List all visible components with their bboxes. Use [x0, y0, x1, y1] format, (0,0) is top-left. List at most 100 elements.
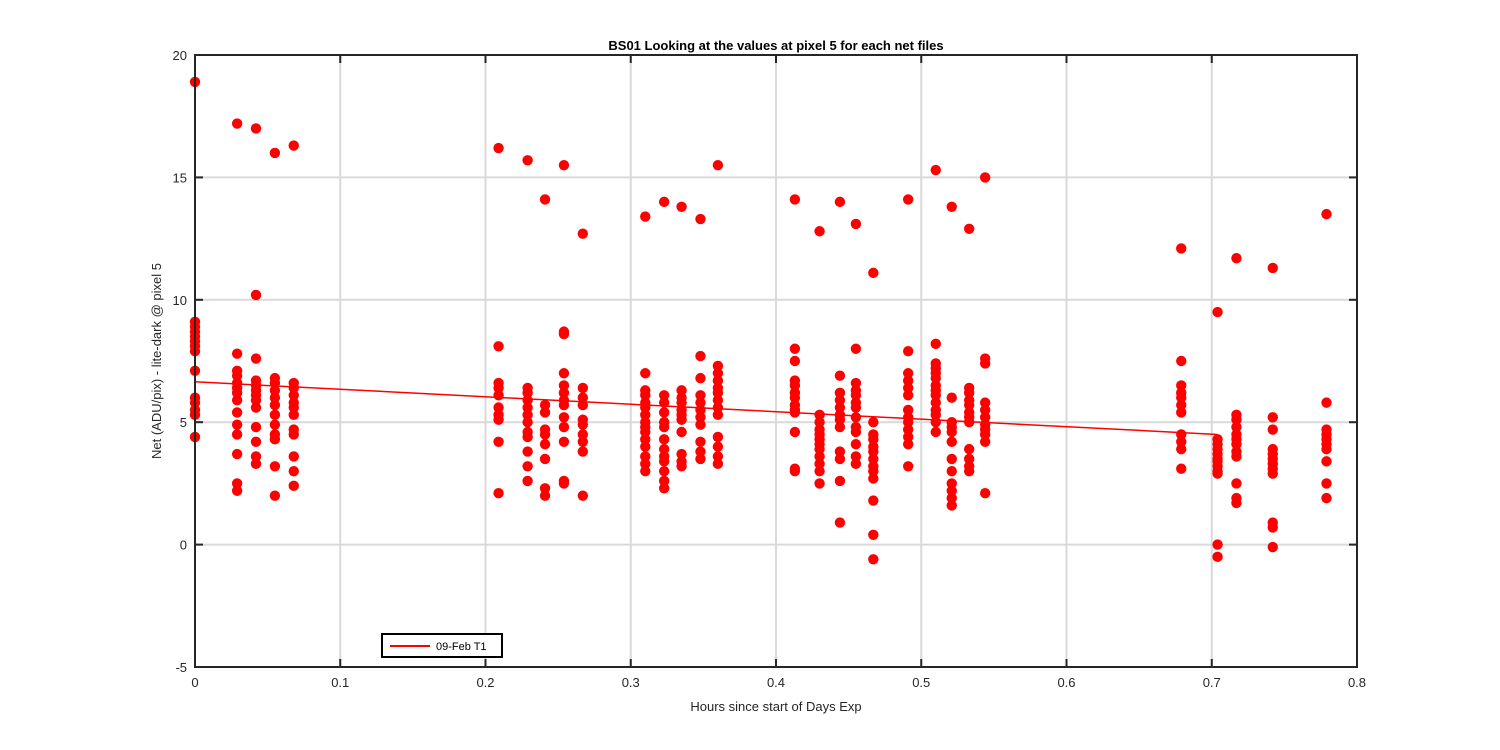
data-point	[269, 385, 281, 396]
data-point	[963, 443, 975, 455]
data-point	[979, 172, 991, 183]
data-point	[250, 353, 262, 364]
data-point	[946, 453, 957, 465]
data-point	[902, 375, 914, 386]
x-tick-label: 0.1	[331, 675, 349, 690]
data-point	[789, 380, 801, 391]
data-point	[558, 436, 570, 447]
data-point	[288, 465, 299, 477]
data-point	[1321, 397, 1332, 408]
data-point	[946, 436, 957, 447]
data-point	[712, 431, 724, 443]
data-point	[814, 478, 825, 489]
data-point	[946, 478, 957, 489]
data-point	[850, 412, 862, 423]
data-point	[231, 419, 243, 430]
data-point	[834, 387, 846, 399]
data-point	[640, 368, 651, 379]
data-point	[640, 441, 651, 452]
data-point	[850, 439, 862, 450]
data-point	[930, 164, 941, 176]
data-point	[1176, 463, 1187, 474]
data-point	[231, 407, 243, 418]
data-point	[539, 490, 551, 501]
data-point	[930, 390, 941, 401]
data-point	[250, 458, 262, 470]
data-point	[1267, 412, 1278, 423]
data-point	[288, 140, 299, 151]
data-point	[902, 382, 914, 394]
data-point	[539, 407, 551, 418]
data-point	[814, 465, 825, 477]
x-tick-label: 0.2	[476, 675, 494, 690]
data-point	[1267, 541, 1278, 553]
data-point	[1176, 243, 1187, 254]
data-point	[1321, 456, 1332, 467]
data-point	[658, 407, 670, 418]
x-tick-label: 0.5	[912, 675, 930, 690]
data-point	[493, 487, 504, 499]
data-point	[288, 390, 299, 401]
data-point	[522, 417, 533, 428]
data-point	[269, 392, 281, 403]
data-point	[850, 377, 862, 389]
data-point	[946, 201, 957, 212]
data-point	[288, 409, 299, 421]
data-point	[695, 436, 706, 447]
data-point	[1212, 306, 1223, 318]
data-point	[902, 194, 914, 205]
data-point	[712, 451, 724, 462]
data-point	[493, 402, 504, 413]
x-tick-label: 0.7	[1203, 675, 1221, 690]
data-point	[695, 412, 706, 423]
data-point	[493, 142, 504, 154]
data-point	[1176, 443, 1187, 455]
data-point	[789, 392, 801, 403]
y-tick-label: 5	[180, 415, 187, 430]
data-point	[963, 223, 975, 235]
data-point	[522, 409, 533, 421]
data-point	[522, 475, 533, 487]
grid-lines	[195, 55, 1357, 667]
data-point	[979, 487, 991, 499]
data-point	[676, 461, 687, 472]
data-point	[577, 392, 589, 403]
data-point	[868, 267, 879, 279]
data-point	[493, 414, 504, 425]
y-tick-label: 15	[173, 170, 187, 185]
data-point	[658, 390, 670, 401]
data-point	[868, 446, 879, 457]
data-point	[712, 375, 724, 386]
data-point	[288, 402, 299, 413]
data-point	[577, 382, 589, 394]
data-point	[250, 436, 262, 447]
data-point	[850, 402, 862, 413]
data-point	[522, 461, 533, 472]
data-point	[902, 417, 914, 428]
data-point	[493, 436, 504, 447]
data-point	[930, 372, 941, 384]
data-point	[522, 431, 533, 443]
data-point	[930, 426, 941, 438]
data-point	[231, 118, 243, 129]
data-point	[963, 387, 975, 399]
data-point	[269, 434, 281, 445]
data-point	[814, 226, 825, 237]
data-point	[695, 397, 706, 408]
data-point	[288, 480, 299, 492]
data-point	[269, 409, 281, 421]
x-tick-label: 0.4	[767, 675, 785, 690]
data-point	[979, 404, 991, 416]
data-point	[834, 517, 846, 528]
data-point	[1267, 262, 1278, 274]
data-point	[539, 194, 551, 205]
x-tick-label: 0.8	[1348, 675, 1366, 690]
data-point	[712, 159, 724, 171]
data-point	[1267, 468, 1278, 479]
legend-box	[381, 633, 503, 658]
y-axis-label: Net (ADU/pix) - lite-dark @ pixel 5	[149, 263, 164, 459]
data-point	[712, 441, 724, 452]
data-point	[712, 409, 724, 421]
x-axis-label: Hours since start of Days Exp	[690, 699, 861, 714]
data-point	[250, 123, 262, 134]
